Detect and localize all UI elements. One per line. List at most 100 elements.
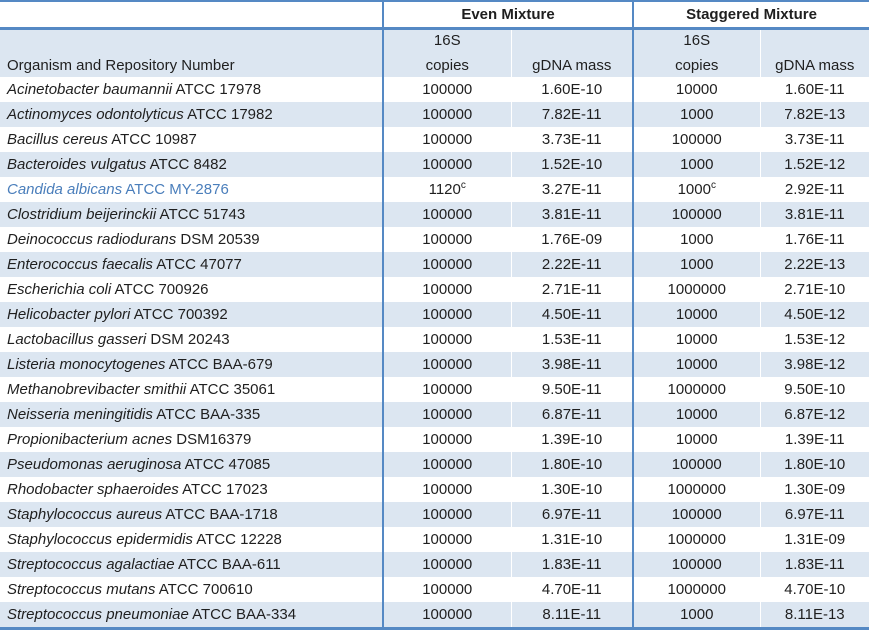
staggered-gdna-spacer (759, 28, 869, 51)
even-copies-cell: 100000 (382, 152, 511, 177)
organism-column-header: Organism and Repository Number (0, 51, 383, 77)
even-gdna-cell: 1.76E-09 (510, 227, 633, 252)
even-copies-cell: 100000 (382, 602, 511, 630)
staggered-gdna-cell: 3.81E-11 (759, 202, 869, 227)
staggered-gdna-cell: 1.83E-11 (759, 552, 869, 577)
staggered-copies-cell: 10000 (632, 402, 760, 427)
even-gdna-spacer (510, 28, 633, 51)
even-copies-cell: 100000 (382, 377, 511, 402)
even-gdna-cell: 3.27E-11 (510, 177, 633, 202)
repository-number: ATCC BAA-611 (174, 556, 281, 573)
table-row: Neisseria meningitidis ATCC BAA-335 10000… (0, 402, 869, 427)
staggered-copies-cell: 1000 (632, 227, 760, 252)
organism-cell: Bacteroides vulgatus ATCC 8482 (0, 152, 383, 177)
staggered-copies-cell: 1000 (632, 102, 760, 127)
organism-name: Escherichia coli (7, 281, 112, 298)
organism-cell: Streptococcus agalactiae ATCC BAA-611 (0, 552, 383, 577)
repository-number: ATCC 700392 (130, 306, 228, 323)
even-16s-label: 16S (382, 28, 511, 51)
repository-number: ATCC MY-2876 (122, 181, 229, 198)
table-row: Streptococcus mutans ATCC 700610 100000 4.… (0, 577, 869, 602)
table-row: Candida albicans ATCC MY-2876 1120c 3.27E-… (0, 177, 869, 202)
staggered-gdna-cell: 3.73E-11 (759, 127, 869, 152)
even-copies-cell: 100000 (382, 102, 511, 127)
staggered-gdna-cell: 1.31E-09 (759, 527, 869, 552)
even-copies-cell: 100000 (382, 577, 511, 602)
even-gdna-cell: 7.82E-11 (510, 102, 633, 127)
repository-number: ATCC 12228 (192, 531, 282, 548)
table-header: Even Mixture Staggered Mixture 16S 16S O… (0, 0, 869, 77)
even-gdna-label: gDNA mass (510, 51, 633, 77)
even-copies-cell: 100000 (382, 302, 511, 327)
table-row: Methanobrevibacter smithii ATCC 35061 100… (0, 377, 869, 402)
staggered-mixture-header: Staggered Mixture (632, 0, 869, 30)
even-copies-cell: 100000 (382, 552, 511, 577)
footnote-marker: c (710, 180, 716, 191)
table-row: Streptococcus pneumoniae ATCC BAA-334 100… (0, 602, 869, 630)
table-row: Rhodobacter sphaeroides ATCC 17023 100000… (0, 477, 869, 502)
table-row: Staphylococcus aureus ATCC BAA-1718 10000… (0, 502, 869, 527)
even-copies-cell: 100000 (382, 227, 511, 252)
organism-cell: Lactobacillus gasseri DSM 20243 (0, 327, 383, 352)
even-gdna-cell: 2.71E-11 (510, 277, 633, 302)
staggered-16s-label: 16S (632, 28, 760, 51)
staggered-gdna-cell: 6.87E-12 (759, 402, 869, 427)
organism-cell: Staphylococcus epidermidis ATCC 12228 (0, 527, 383, 552)
staggered-copies-cell: 100000 (632, 127, 760, 152)
organism-cell: Acinetobacter baumannii ATCC 17978 (0, 77, 383, 102)
subheader-row-columns: Organism and Repository Number copies gD… (0, 51, 869, 77)
staggered-copies-cell: 10000 (632, 302, 760, 327)
even-gdna-cell: 6.87E-11 (510, 402, 633, 427)
even-copies-cell: 100000 (382, 402, 511, 427)
organism-name: Lactobacillus gasseri (7, 331, 147, 348)
even-gdna-cell: 8.11E-11 (510, 602, 633, 630)
even-copies-cell: 100000 (382, 502, 511, 527)
organism-cell: Enterococcus faecalis ATCC 47077 (0, 252, 383, 277)
staggered-gdna-cell: 3.98E-12 (759, 352, 869, 377)
staggered-gdna-cell: 2.71E-10 (759, 277, 869, 302)
organism-name: Neisseria meningitidis (7, 406, 153, 423)
even-copies-cell: 100000 (382, 352, 511, 377)
staggered-copies-cell: 10000 (632, 427, 760, 452)
corner-blank-cell (0, 0, 383, 30)
staggered-gdna-cell: 4.70E-10 (759, 577, 869, 602)
even-gdna-cell: 6.97E-11 (510, 502, 633, 527)
even-gdna-cell: 2.22E-11 (510, 252, 633, 277)
staggered-copies-cell: 1000000 (632, 277, 760, 302)
repository-number: ATCC 47085 (181, 456, 271, 473)
organism-name: Streptococcus agalactiae (7, 556, 175, 573)
even-copies-cell: 100000 (382, 327, 511, 352)
organism-cell: Streptococcus mutans ATCC 700610 (0, 577, 383, 602)
staggered-gdna-cell: 2.22E-13 (759, 252, 869, 277)
repository-number: ATCC 700926 (111, 281, 209, 298)
repository-number: DSM 20243 (146, 331, 230, 348)
organism-cell: Escherichia coli ATCC 700926 (0, 277, 383, 302)
organism-name: Acinetobacter baumannii (7, 81, 173, 98)
organism-header-spacer (0, 28, 383, 51)
repository-number: ATCC BAA-679 (165, 356, 273, 373)
repository-number: ATCC 51743 (156, 206, 246, 223)
even-copies-cell: 100000 (382, 77, 511, 102)
repository-number: ATCC 17978 (172, 81, 262, 98)
table-row: Bacteroides vulgatus ATCC 8482 100000 1.52… (0, 152, 869, 177)
even-copies-cell: 100000 (382, 527, 511, 552)
organism-cell: Rhodobacter sphaeroides ATCC 17023 (0, 477, 383, 502)
even-mixture-header: Even Mixture (382, 0, 633, 30)
even-copies-label: copies (382, 51, 511, 77)
staggered-gdna-cell: 8.11E-13 (759, 602, 869, 630)
staggered-gdna-cell: 7.82E-13 (759, 102, 869, 127)
organism-cell: Clostridium beijerinckii ATCC 51743 (0, 202, 383, 227)
organism-cell: Helicobacter pylori ATCC 700392 (0, 302, 383, 327)
organism-name: Rhodobacter sphaeroides (7, 481, 179, 498)
organism-name: Bacteroides vulgatus (7, 156, 147, 173)
staggered-copies-label: copies (632, 51, 760, 77)
table-row: Staphylococcus epidermidis ATCC 12228 100… (0, 527, 869, 552)
organism-cell: Deinococcus radiodurans DSM 20539 (0, 227, 383, 252)
even-gdna-cell: 1.60E-10 (510, 77, 633, 102)
staggered-copies-cell: 1000 (632, 252, 760, 277)
even-gdna-cell: 9.50E-11 (510, 377, 633, 402)
organism-name: Candida albicans (7, 181, 123, 198)
organism-name: Propionibacterium acnes (7, 431, 173, 448)
even-copies-cell: 100000 (382, 477, 511, 502)
